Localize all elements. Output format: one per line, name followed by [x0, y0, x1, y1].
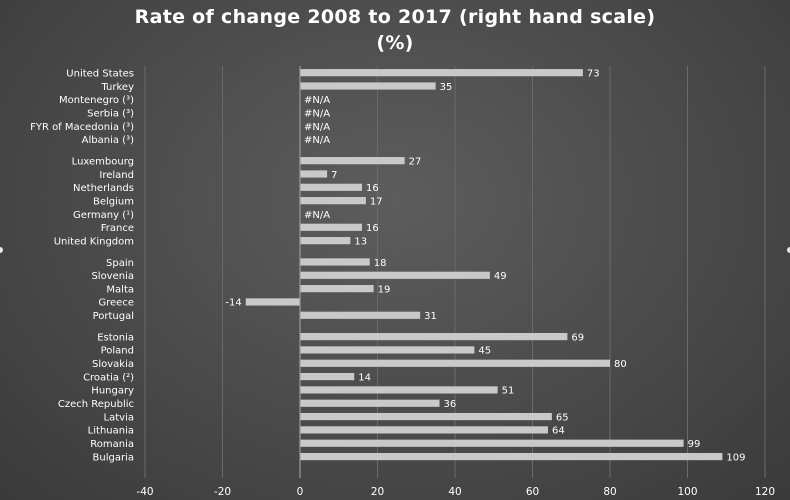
data-label: 7	[331, 170, 337, 181]
category-label: Netherlands	[73, 183, 134, 194]
data-label: #N/A	[304, 135, 330, 146]
category-label: Latvia	[104, 412, 134, 423]
category-label: Luxembourg	[72, 156, 134, 167]
category-label: United States	[66, 68, 134, 79]
data-label: 73	[587, 68, 600, 79]
data-label: 64	[552, 426, 565, 437]
category-label: Albania (³)	[82, 135, 134, 146]
x-tick-label: 40	[448, 486, 461, 498]
data-label: 13	[354, 236, 367, 247]
bar	[300, 197, 366, 205]
bar	[300, 359, 610, 367]
category-label: Serbia (³)	[87, 108, 134, 119]
bar	[300, 223, 362, 231]
category-label: Portugal	[93, 311, 134, 322]
data-label: 18	[374, 258, 387, 269]
x-tick-label: 120	[755, 486, 775, 498]
data-label: 69	[571, 332, 584, 343]
x-tick-label: 20	[371, 486, 384, 498]
bar	[300, 170, 328, 178]
x-tick-label: 60	[526, 486, 539, 498]
data-label: 16	[366, 183, 379, 194]
category-label: FYR of Macedonia (³)	[30, 122, 134, 133]
category-label: Bulgaria	[93, 452, 134, 463]
category-label: Ireland	[99, 170, 134, 181]
data-label: #N/A	[304, 210, 330, 221]
bar	[300, 82, 436, 90]
bar	[300, 399, 440, 407]
bar	[300, 271, 490, 279]
data-label: 109	[726, 452, 745, 463]
data-label: 27	[409, 156, 422, 167]
category-label: Spain	[106, 258, 134, 269]
x-tick-label: 80	[603, 486, 616, 498]
category-label: Czech Republic	[58, 399, 134, 410]
category-label: Slovenia	[91, 271, 134, 282]
data-label: 80	[614, 359, 627, 370]
x-tick-label: 100	[677, 486, 697, 498]
bar	[300, 372, 355, 381]
bar	[300, 426, 548, 434]
data-label: #N/A	[304, 95, 330, 106]
data-label: 65	[556, 412, 569, 423]
bar	[300, 183, 362, 191]
data-label: 51	[502, 386, 515, 397]
category-label: Greece	[98, 298, 134, 309]
category-label: Belgium	[93, 196, 134, 207]
x-tick-label: -20	[214, 486, 231, 498]
data-label: #N/A	[304, 122, 330, 133]
right-resize-handle[interactable]	[787, 247, 790, 253]
data-label: 16	[366, 223, 379, 234]
data-label: 36	[444, 399, 457, 410]
category-label: Romania	[90, 439, 134, 450]
bar	[300, 412, 552, 421]
bar	[300, 346, 475, 354]
left-resize-handle[interactable]	[0, 247, 3, 253]
category-label: Slovakia	[92, 359, 134, 370]
data-label: 19	[378, 284, 391, 295]
bar	[300, 439, 684, 447]
category-label: Estonia	[97, 332, 134, 343]
data-label: 17	[370, 196, 383, 207]
category-label: Germany (¹)	[73, 210, 134, 221]
data-label: 14	[358, 372, 371, 383]
category-label: United Kingdom	[54, 236, 134, 247]
chart-title-line-1: Rate of change 2008 to 2017 (right hand …	[134, 6, 656, 28]
category-label: Lithuania	[88, 426, 134, 437]
bar	[300, 311, 421, 319]
bar	[300, 69, 583, 77]
data-label: 35	[440, 82, 453, 93]
chart-title-line-2: (%)	[376, 32, 414, 54]
bar	[300, 258, 370, 266]
bar	[300, 452, 723, 461]
data-label: 49	[494, 271, 507, 282]
data-label: #N/A	[304, 108, 330, 119]
bar	[300, 386, 498, 394]
category-label: Turkey	[100, 82, 134, 93]
category-label: Poland	[101, 346, 134, 357]
category-label: Malta	[106, 284, 134, 295]
data-label: -14	[225, 298, 241, 309]
category-label: France	[101, 223, 134, 234]
category-label: Montenegro (³)	[59, 95, 134, 106]
bar	[300, 332, 568, 341]
data-label: 99	[688, 439, 701, 450]
category-label: Croatia (²)	[83, 372, 134, 383]
data-label: 31	[424, 311, 437, 322]
x-tick-label: 0	[297, 486, 304, 498]
category-label: Hungary	[91, 386, 134, 397]
bar	[300, 285, 374, 293]
x-tick-label: -40	[136, 486, 153, 498]
bar	[245, 298, 300, 306]
data-label: 45	[478, 346, 491, 357]
bar	[300, 157, 405, 165]
bar	[300, 237, 351, 245]
